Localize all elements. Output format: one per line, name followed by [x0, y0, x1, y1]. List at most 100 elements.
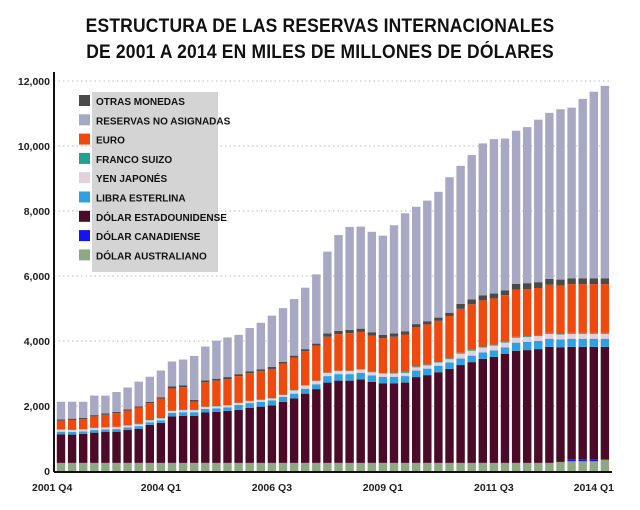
bar-segment-reservas [400, 213, 410, 332]
bar-segment-aud [589, 461, 598, 471]
bar-stack [134, 381, 143, 471]
bar-segment-otras [489, 293, 499, 299]
bar-segment-usd [245, 407, 254, 463]
bar-segment-yen [79, 429, 88, 432]
bar-segment-usd [534, 349, 543, 463]
bar-segment-aud [511, 462, 521, 471]
bar-segment-usd [289, 398, 299, 463]
bar-segment-otras [190, 399, 199, 402]
bar-segment-reservas [245, 328, 254, 372]
bar-segment-otras [567, 278, 576, 285]
bar-segment-euro [245, 373, 254, 401]
bar-segment-usd [345, 380, 354, 463]
bar-segment-reservas [289, 299, 299, 356]
bar-stack [201, 346, 210, 471]
bar-segment-euro [289, 357, 299, 391]
bar-segment-euro [112, 413, 121, 427]
bar-segment-euro [267, 368, 277, 399]
bar-segment-aud [178, 462, 188, 471]
bar-segment-reservas [378, 235, 388, 335]
bar-segment-yen [234, 403, 243, 406]
bar-segment-aud [523, 462, 532, 471]
bar-segment-reservas [67, 401, 77, 419]
bar-segment-libra [234, 405, 243, 410]
bar-stack [334, 235, 343, 471]
bar-segment-libra [467, 355, 476, 363]
bar-segment-reservas [323, 251, 332, 334]
bar-segment-yen [301, 385, 310, 389]
bar-segment-otras [578, 278, 587, 285]
bar-segment-aud [79, 462, 88, 471]
bar-segment-usd [600, 346, 610, 460]
bar-segment-franco [489, 344, 499, 346]
bar-segment-usd [467, 362, 476, 463]
bar-segment-yen [345, 370, 354, 375]
bar-stack [90, 395, 99, 471]
bar-segment-libra [545, 338, 554, 347]
bar-segment-otras [356, 328, 365, 332]
bar-segment-usd [56, 434, 66, 463]
bar-segment-reservas [267, 315, 277, 367]
bar-segment-yen [323, 372, 332, 377]
bar-stack [423, 200, 432, 471]
bar-segment-reservas [500, 138, 510, 291]
bar-segment-otras [301, 349, 310, 352]
bar-segment-otras [234, 374, 243, 377]
bar-segment-yen [511, 337, 521, 343]
bar-segment-reservas [511, 130, 521, 284]
bar-segment-otras [267, 367, 277, 369]
bar-stack [367, 231, 376, 471]
bar-segment-otras [423, 321, 432, 325]
bar-segment-libra [212, 408, 221, 412]
bar-segment-libra [301, 388, 310, 394]
bar-segment-libra [600, 338, 610, 347]
bar-segment-reservas [145, 376, 154, 402]
bar-segment-reservas [467, 155, 476, 300]
bar-segment-aud [478, 462, 487, 471]
bar-segment-franco [534, 335, 543, 337]
bar-segment-yen [489, 345, 499, 351]
legend-swatch-cad [79, 230, 90, 242]
bar-stack [500, 138, 510, 471]
bar-segment-otras [456, 303, 465, 309]
bar-segment-libra [400, 376, 410, 383]
bar-stack [412, 206, 421, 471]
legend-swatch-yen [79, 172, 90, 184]
bar-stack [489, 139, 499, 471]
bar-segment-euro [256, 371, 265, 400]
bar-segment-libra [56, 431, 66, 435]
bar-segment-reservas [445, 177, 454, 313]
bar-segment-usd [67, 434, 77, 463]
bar-segment-reservas [545, 112, 554, 279]
bar-segment-otras [545, 278, 554, 285]
legend-label-otras: OTRAS MONEDAS [96, 97, 185, 108]
bar-segment-otras [334, 330, 343, 335]
bar-segment-libra [434, 365, 443, 373]
bar-segment-otras [523, 283, 532, 289]
bar-stack [400, 213, 410, 471]
bar-segment-libra [412, 370, 421, 378]
bar-segment-cad [589, 459, 598, 462]
bar-segment-libra [267, 400, 277, 406]
x-tick-label: 2001 Q4 [32, 482, 72, 494]
bar-segment-yen [212, 406, 221, 409]
bar-stack [156, 370, 166, 471]
bar-segment-euro [312, 345, 321, 381]
bar-segment-aud [367, 462, 376, 471]
bar-segment-aud [223, 462, 232, 471]
bar-segment-reservas [423, 200, 432, 322]
bar-segment-libra [67, 432, 77, 435]
bar-segment-libra [223, 407, 232, 411]
bar-stack [445, 177, 454, 471]
bar-segment-usd [278, 401, 288, 463]
bar-stack [511, 130, 521, 471]
bar-segment-usd [201, 412, 210, 463]
bar-stack [223, 337, 232, 471]
bar-stack [312, 274, 321, 471]
bar-segment-usd [434, 372, 443, 463]
bar-stack [112, 392, 121, 471]
bar-segment-libra [112, 429, 121, 432]
bar-segment-aud [289, 462, 299, 471]
bar-segment-reservas [201, 346, 210, 381]
bar-segment-usd [312, 389, 321, 463]
